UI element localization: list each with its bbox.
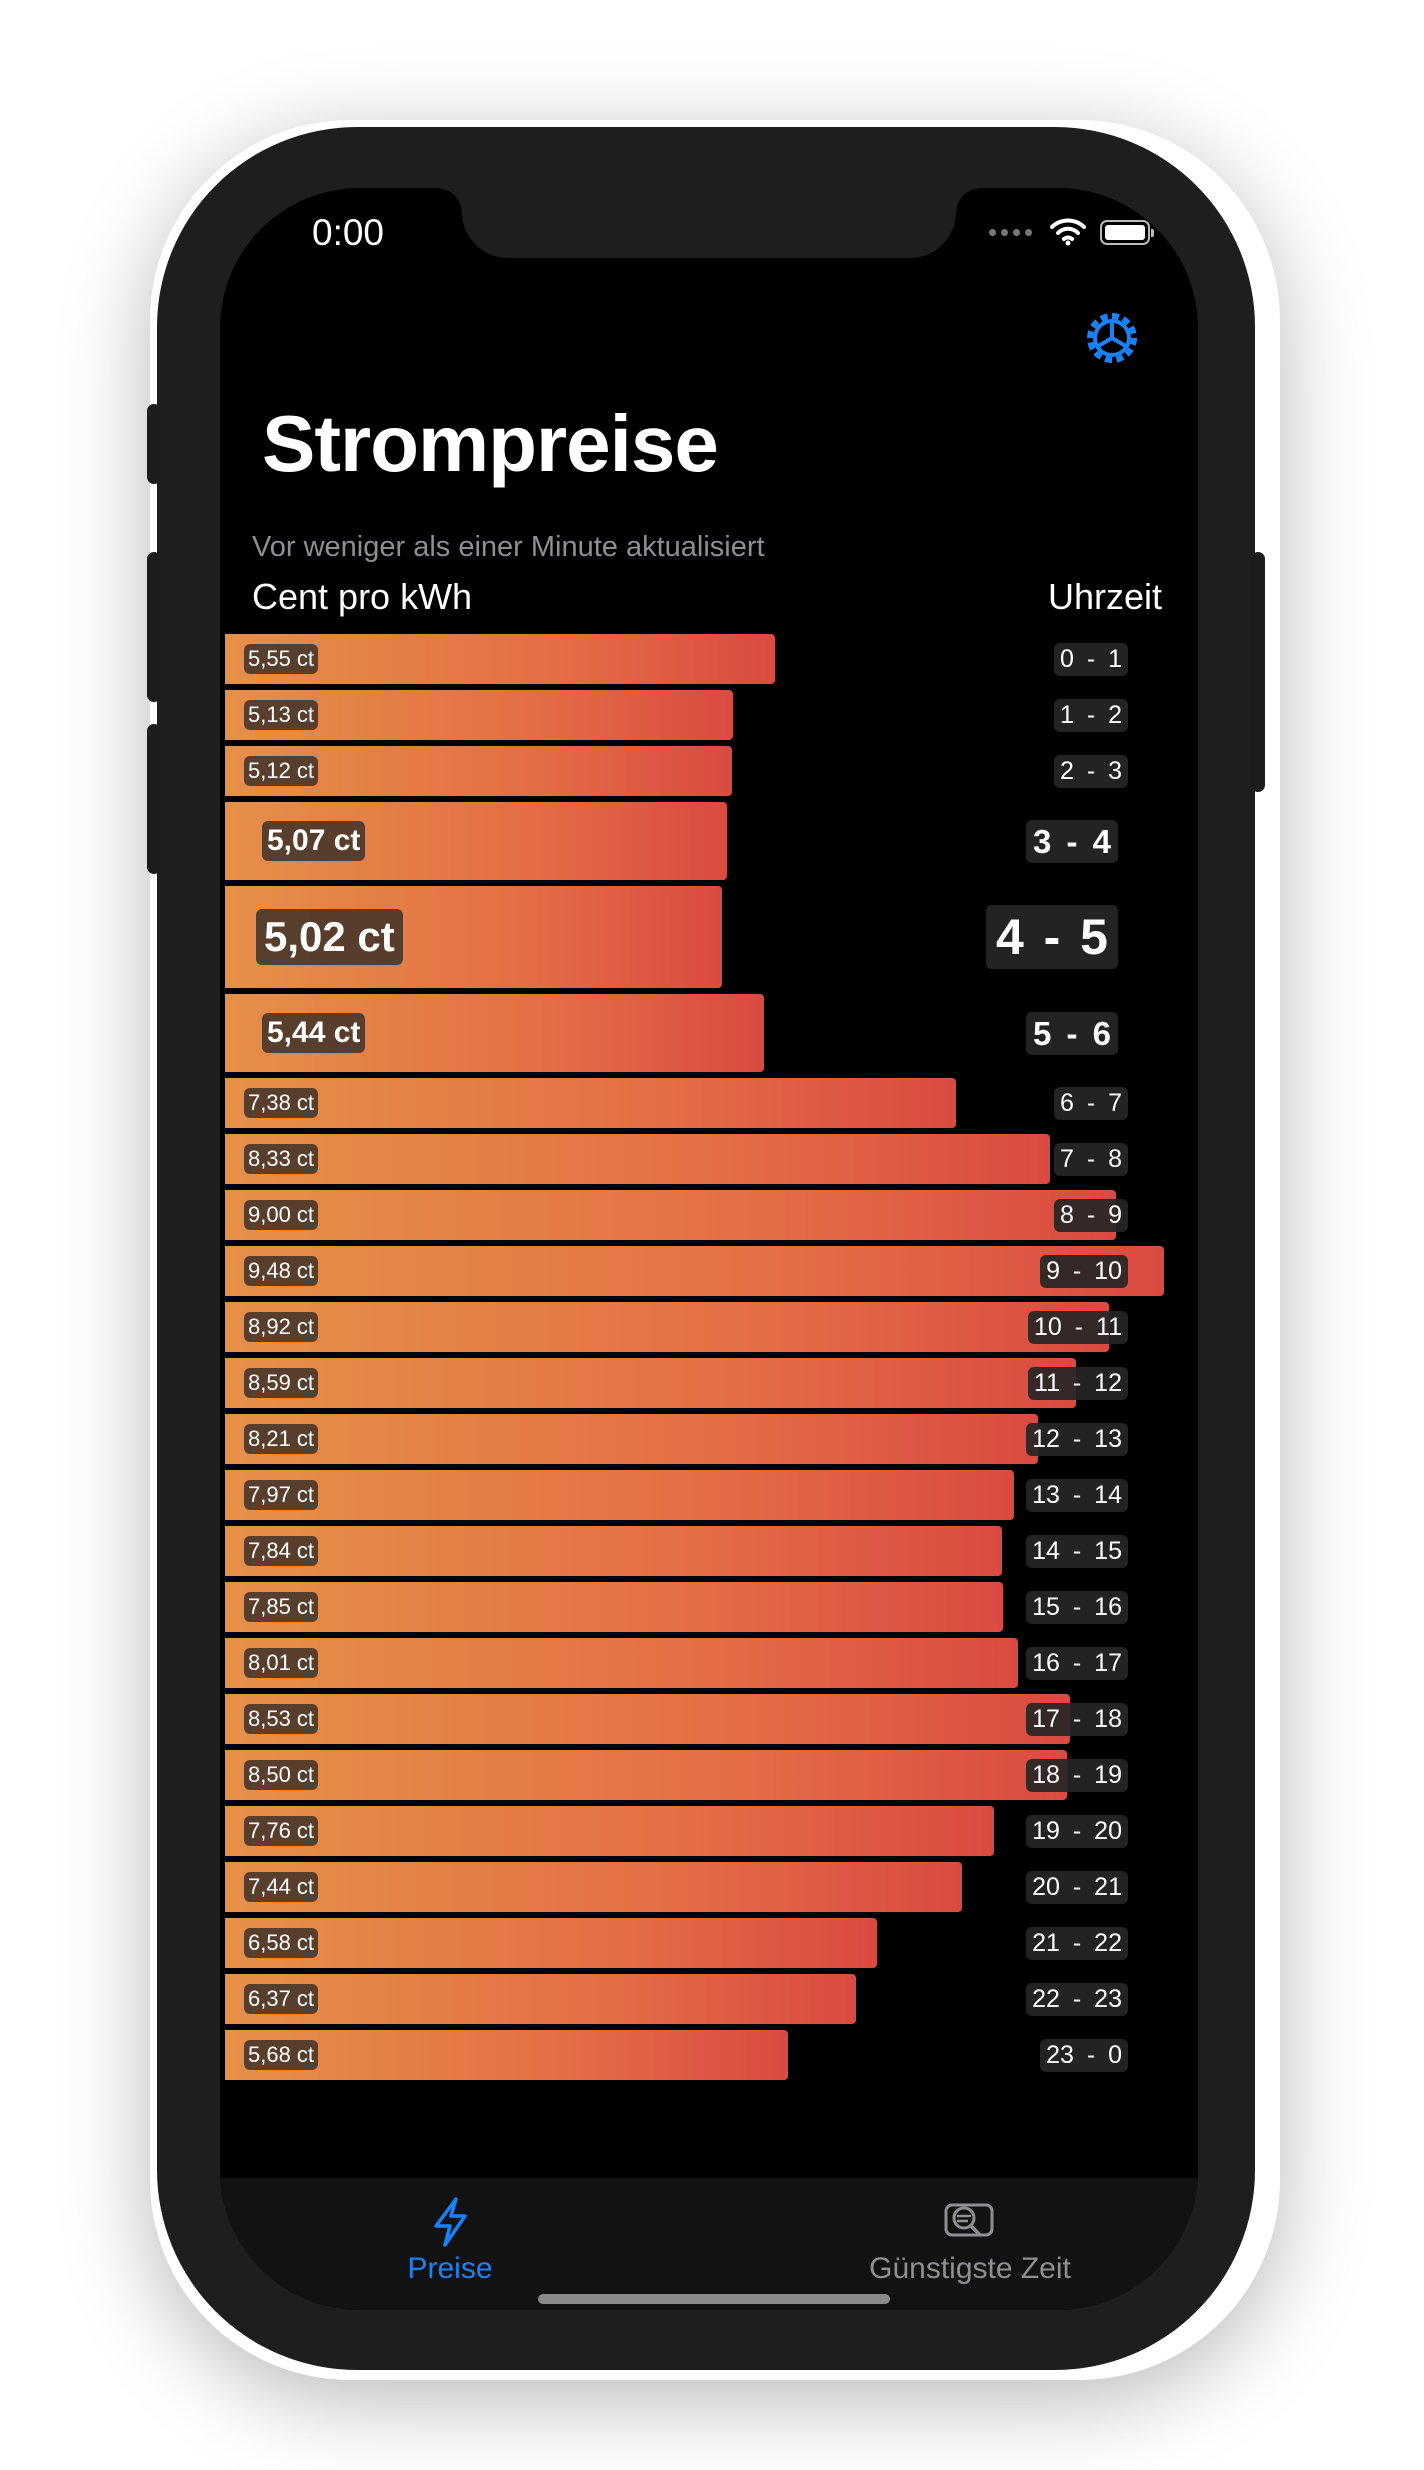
price-label: 5,68 ct xyxy=(244,2040,319,2070)
tab-bar: Preise Günstigste Zeit xyxy=(220,2178,1198,2310)
price-bar xyxy=(225,1078,956,1128)
hour-label: 3 - 4 xyxy=(1025,819,1118,863)
price-label: 6,58 ct xyxy=(244,1928,319,1958)
tab-preise[interactable]: Preise xyxy=(300,2178,600,2310)
price-label: 8,53 ct xyxy=(244,1704,319,1734)
hour-label: 15 - 16 xyxy=(1026,1590,1128,1624)
status-time: 0:00 xyxy=(312,212,385,253)
price-label: 9,00 ct xyxy=(244,1200,319,1230)
hour-label: 5 - 6 xyxy=(1025,1011,1118,1055)
hour-label: 6 - 7 xyxy=(1053,1086,1128,1120)
volume-down-button xyxy=(147,724,161,874)
price-bar xyxy=(225,1358,1076,1408)
status-icons xyxy=(989,218,1154,246)
tab-guenstigste-zeit[interactable]: Günstigste Zeit xyxy=(795,2178,1145,2310)
hour-label: 19 - 20 xyxy=(1026,1814,1128,1848)
price-bar xyxy=(225,2030,788,2080)
price-label: 5,44 ct xyxy=(262,1013,366,1053)
price-bar xyxy=(225,1750,1067,1800)
hour-label: 14 - 15 xyxy=(1026,1534,1128,1568)
hour-label: 8 - 9 xyxy=(1053,1198,1128,1232)
search-list-icon xyxy=(944,2203,994,2237)
price-bar xyxy=(225,1302,1109,1352)
price-label: 7,97 ct xyxy=(244,1480,319,1510)
hour-label: 10 - 11 xyxy=(1028,1310,1128,1344)
price-bar xyxy=(225,1918,877,1968)
hour-label: 7 - 8 xyxy=(1053,1142,1128,1176)
hour-label: 18 - 19 xyxy=(1026,1758,1128,1792)
hour-label: 12 - 13 xyxy=(1026,1422,1128,1456)
price-label: 5,12 ct xyxy=(244,756,319,786)
hour-label: 20 - 21 xyxy=(1026,1870,1128,1904)
mute-switch xyxy=(147,404,161,484)
tab-preise-label: Preise xyxy=(407,2252,493,2285)
price-label: 8,01 ct xyxy=(244,1648,319,1678)
price-column-header: Cent pro kWh xyxy=(252,576,473,617)
price-bar xyxy=(225,1134,1050,1184)
price-bar xyxy=(225,1526,1002,1576)
signal-dots-icon xyxy=(989,228,1032,236)
price-label: 5,13 ct xyxy=(244,700,319,730)
price-label: 5,55 ct xyxy=(244,644,319,674)
price-label: 9,48 ct xyxy=(244,1256,319,1286)
price-label: 7,85 ct xyxy=(244,1592,319,1622)
price-label: 7,38 ct xyxy=(244,1088,319,1118)
price-bar xyxy=(225,1246,1164,1296)
hour-label: 16 - 17 xyxy=(1026,1646,1128,1680)
hour-label: 13 - 14 xyxy=(1026,1478,1128,1512)
settings-gear-icon[interactable] xyxy=(1080,306,1144,370)
bolt-icon xyxy=(434,2197,467,2247)
time-column-header: Uhrzeit xyxy=(1047,576,1162,617)
notch xyxy=(438,188,980,258)
home-indicator xyxy=(538,2294,890,2304)
price-bar xyxy=(225,1582,1003,1632)
hour-label: 23 - 0 xyxy=(1040,2038,1128,2072)
screen: 0:00 Strompreise Vor weniger als einer M… xyxy=(220,188,1198,2310)
price-bar xyxy=(225,1862,962,1912)
hour-label: 9 - 10 xyxy=(1040,1254,1128,1288)
price-bar-chart: 5,55 ct 0 - 1 5,13 ct 1 - 2 5,12 ct 2 - 3 5,07… xyxy=(220,188,1198,2310)
price-bar xyxy=(225,1470,1014,1520)
price-label: 5,07 ct xyxy=(262,821,366,861)
volume-up-button xyxy=(147,552,161,702)
battery-icon xyxy=(1100,219,1154,245)
hour-label: 11 - 12 xyxy=(1028,1366,1128,1400)
power-button xyxy=(1251,552,1265,792)
wifi-icon xyxy=(1050,218,1086,246)
page-title: Strompreise xyxy=(262,399,719,488)
price-label: 8,21 ct xyxy=(244,1424,319,1454)
price-bar xyxy=(225,1974,856,2024)
price-bar xyxy=(225,1694,1070,1744)
price-label: 8,33 ct xyxy=(244,1144,319,1174)
price-label: 8,92 ct xyxy=(244,1312,319,1342)
price-bar xyxy=(225,1190,1116,1240)
hour-label: 21 - 22 xyxy=(1026,1926,1128,1960)
hour-label: 17 - 18 xyxy=(1026,1702,1128,1736)
hour-label: 0 - 1 xyxy=(1053,642,1128,676)
hour-label: 1 - 2 xyxy=(1053,698,1128,732)
last-updated-text: Vor weniger als einer Minute aktualisier… xyxy=(252,531,765,563)
price-label: 7,76 ct xyxy=(244,1816,319,1846)
price-label: 8,50 ct xyxy=(244,1760,319,1790)
price-bar xyxy=(225,1638,1018,1688)
price-bar xyxy=(225,1806,994,1856)
hour-label: 22 - 23 xyxy=(1026,1982,1128,2016)
price-label: 6,37 ct xyxy=(244,1984,319,2014)
tab-guenstigste-zeit-label: Günstigste Zeit xyxy=(869,2252,1071,2285)
hour-label: 4 - 5 xyxy=(985,905,1118,969)
hour-label: 2 - 3 xyxy=(1053,754,1128,788)
price-label: 8,59 ct xyxy=(244,1368,319,1398)
price-bar xyxy=(225,1414,1038,1464)
price-label: 7,84 ct xyxy=(244,1536,319,1566)
price-label: 7,44 ct xyxy=(244,1872,319,1902)
price-label: 5,02 ct xyxy=(256,909,403,965)
